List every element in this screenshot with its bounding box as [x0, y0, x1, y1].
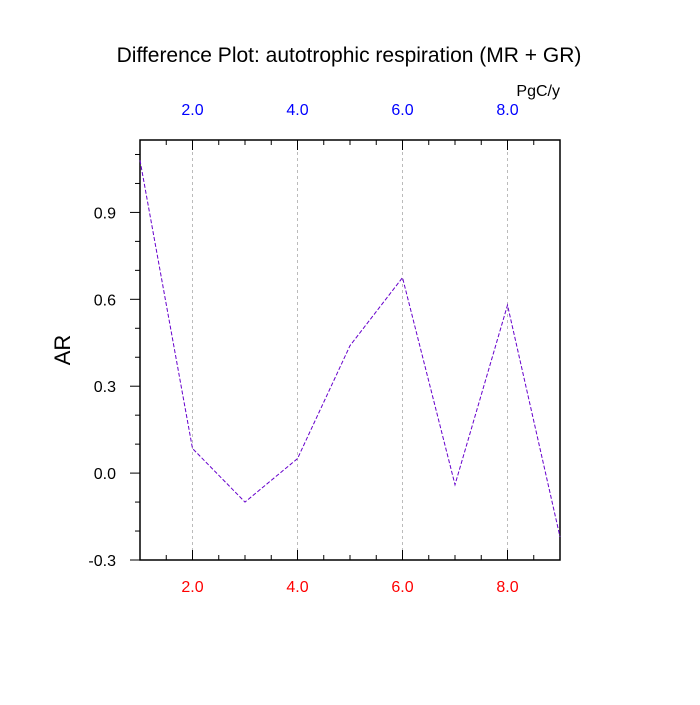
x-tick-label-bottom: 2.0 [181, 579, 203, 596]
x-tick-label-bottom: 6.0 [391, 579, 413, 596]
y-tick-label: 0.6 [94, 292, 116, 309]
x-tick-label-top: 4.0 [286, 102, 308, 119]
plot-frame [139, 139, 561, 561]
units-label: PgC/y [516, 83, 560, 100]
series-line-0 [139, 160, 561, 537]
x-tick-label-top: 6.0 [391, 102, 413, 119]
y-axis-label: AR [50, 335, 75, 366]
y-tick-label: 0.9 [94, 205, 116, 222]
x-tick-label-bottom: 8.0 [496, 579, 518, 596]
x-tick-label-top: 8.0 [496, 102, 518, 119]
x-tick-label-top: 2.0 [181, 102, 203, 119]
x-tick-label-bottom: 4.0 [286, 579, 308, 596]
y-tick-label: -0.3 [88, 553, 116, 570]
chart-title: Difference Plot: autotrophic respiration… [117, 44, 582, 67]
y-tick-label: 0.0 [94, 466, 116, 483]
plot-area: 2.0 4.0 6.0 8.0 2.0 4.0 6.0 8.0 -0.3 0.0 0.3 0.6 0.9 [88, 102, 561, 596]
y-tick-label: 0.3 [94, 379, 116, 396]
